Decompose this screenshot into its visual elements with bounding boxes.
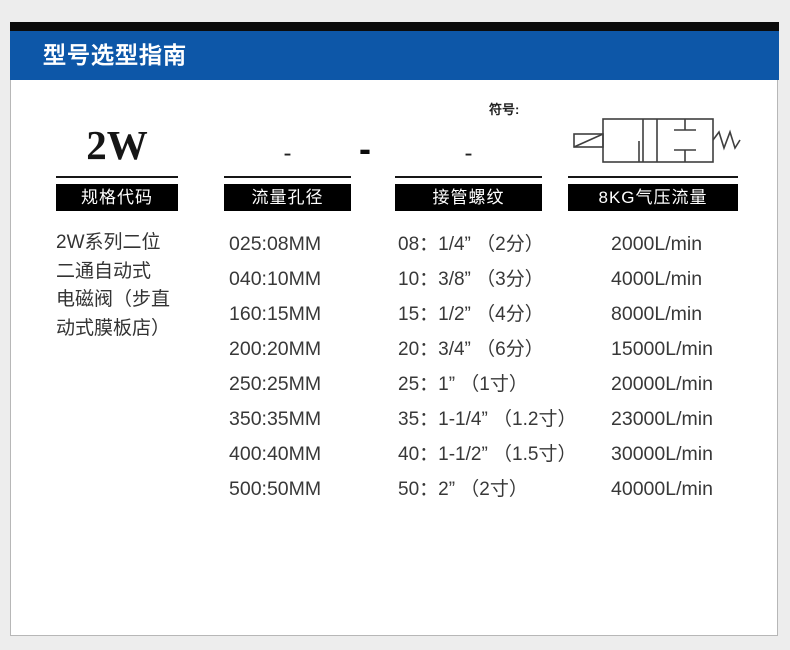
orifice-item: 500:50MM — [229, 478, 322, 500]
thread-header-label: 接管螺纹 — [395, 184, 542, 211]
spec-header-label: 规格代码 — [56, 184, 178, 211]
orifice-item: 160:15MM — [229, 303, 322, 325]
flow-item: 2000L/min — [611, 233, 703, 255]
orifice-item: 350:35MM — [229, 408, 322, 430]
flow-item: 23000L/min — [611, 408, 713, 430]
flow-item: 4000L/min — [611, 268, 703, 290]
valve-symbol-icon — [573, 118, 741, 163]
thread-item: 15：1/2” （4分） — [398, 304, 544, 325]
orifice-item: 040:10MM — [229, 268, 322, 290]
model-code: 2W — [86, 122, 148, 168]
flow-item: 15000L/min — [611, 338, 713, 360]
orifice-underline — [224, 176, 351, 178]
flow-list: 2000L/min 4000L/min 8000L/min 15000L/min… — [611, 227, 713, 507]
thread-item: 20：3/4” （6分） — [398, 339, 544, 360]
content-panel: 型号选型指南 2W - - - 符号: 规格代码 流量孔径 接管螺纹 8KG气压… — [10, 22, 779, 636]
spec-underline — [56, 176, 178, 178]
thread-placeholder-dash: - — [464, 140, 473, 167]
flow-underline — [568, 176, 738, 178]
orifice-item: 200:20MM — [229, 338, 322, 360]
spec-description: 2W系列二位 二通自动式 电磁阀（步直 动式膜板店） — [56, 232, 171, 339]
title-banner: 型号选型指南 — [10, 31, 779, 80]
orifice-item: 400:40MM — [229, 443, 322, 465]
orifice-item: 025:08MM — [229, 233, 322, 255]
flow-item: 40000L/min — [611, 478, 713, 500]
thread-item: 35：1-1/4” （1.2寸） — [398, 409, 577, 430]
orifice-placeholder-dash: - — [283, 140, 292, 167]
thread-underline — [395, 176, 542, 178]
symbol-label: 符号: — [489, 102, 520, 117]
thread-list: 08：1/4” （2分） 10：3/8” （3分） 15：1/2” （4分） 2… — [398, 227, 576, 507]
orifice-header-label: 流量孔径 — [224, 184, 351, 211]
banner-top-strip — [10, 22, 779, 31]
orifice-list: 025:08MM 040:10MM 160:15MM 200:20MM 250:… — [229, 227, 321, 507]
thread-item: 25：1” （1寸） — [398, 374, 528, 395]
thread-item: 08：1/4” （2分） — [398, 234, 544, 255]
thread-item: 50：2” （2寸） — [398, 479, 528, 500]
flow-item: 30000L/min — [611, 443, 713, 465]
thread-item: 10：3/8” （3分） — [398, 269, 544, 290]
model-separator-dash: - — [359, 128, 371, 169]
flow-item: 8000L/min — [611, 303, 703, 325]
thread-item: 40：1-1/2” （1.5寸） — [398, 444, 577, 465]
orifice-item: 250:25MM — [229, 373, 322, 395]
flow-item: 20000L/min — [611, 373, 713, 395]
flow-header-label: 8KG气压流量 — [568, 184, 738, 211]
page-title: 型号选型指南 — [43, 42, 187, 68]
